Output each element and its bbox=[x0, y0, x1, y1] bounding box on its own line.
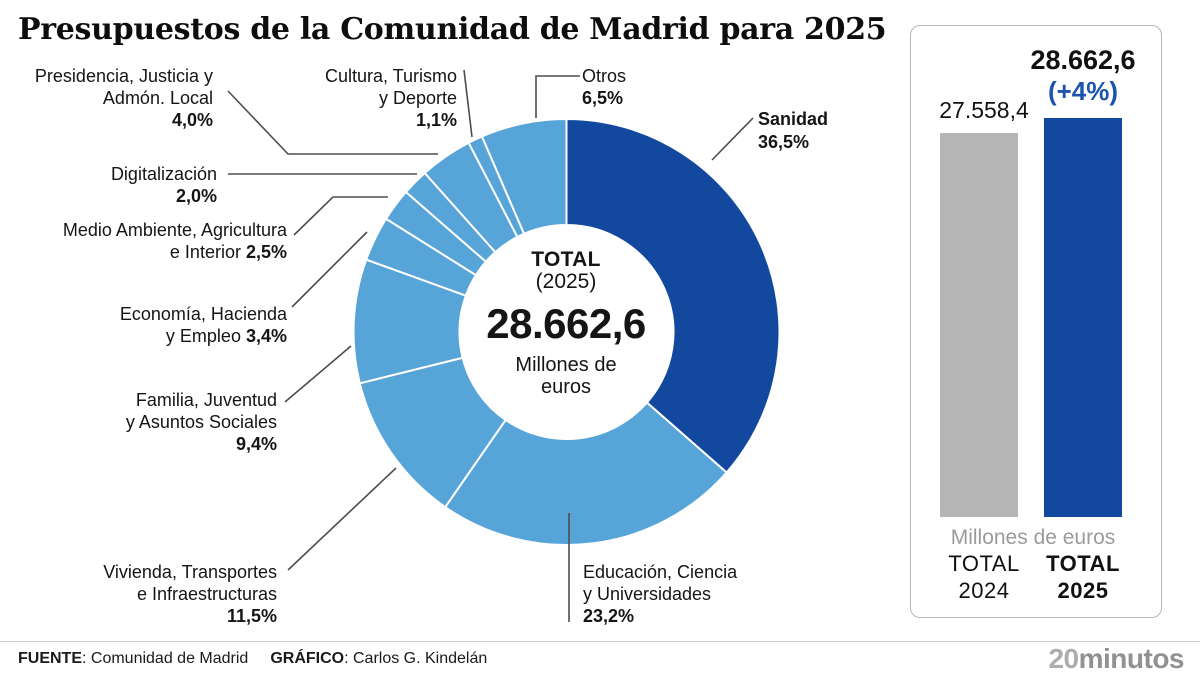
center-year-label: (2025) bbox=[535, 270, 597, 293]
leader-line-cultura bbox=[463, 69, 473, 138]
page-title: Presupuestos de la Comunidad de Madrid p… bbox=[18, 12, 887, 47]
source-label: FUENTE bbox=[18, 650, 82, 667]
pie-label-medioambiente: Medio Ambiente, Agricultura e Interior 2,… bbox=[62, 220, 287, 262]
brand-logo: 20minutos bbox=[1048, 643, 1184, 674]
center-total-label: TOTAL bbox=[531, 248, 601, 271]
pie-label-sanidad: Sanidad 36,5% bbox=[758, 109, 829, 152]
footer-credits: FUENTE: Comunidad de Madrid GRÁFICO: Carl… bbox=[18, 650, 487, 668]
footer-divider bbox=[0, 641, 1200, 642]
center-unit-label: Millones de euros bbox=[515, 354, 617, 398]
source-value: : Comunidad de Madrid bbox=[82, 650, 249, 667]
bar-unit-label: Millones de euros bbox=[950, 526, 1116, 549]
leader-line-otros bbox=[535, 75, 580, 118]
leader-line-economia bbox=[291, 231, 368, 308]
pie-label-otros: Otros 6,5% bbox=[582, 66, 627, 108]
pie-label-digitalizacion: Digitalización 2,0% bbox=[110, 164, 217, 206]
pie-label-vivienda: Vivienda, Transportes e Infraestructuras 1… bbox=[103, 562, 277, 626]
credit-label: GRÁFICO bbox=[270, 650, 345, 667]
pie-label-familia: Familia, Juventud y Asuntos Sociales 9,4% bbox=[125, 390, 277, 454]
bar-value-2024: 27.558,4 bbox=[939, 97, 1029, 123]
pie-slice-sanidad bbox=[565, 117, 781, 474]
pie-label-presidencia: Presidencia, Justicia y Admón. Local 4,0% bbox=[34, 66, 213, 130]
leader-line-vivienda bbox=[287, 467, 397, 571]
bar-delta-label: (+4%) bbox=[1047, 76, 1119, 106]
donut-center-label: TOTAL (2025) 28.662,6 Millones de euros bbox=[406, 248, 726, 398]
leader-line-familia bbox=[284, 345, 352, 403]
bar-category-2025: TOTAL 2025 bbox=[1046, 551, 1120, 603]
pie-label-educacion: Educación, Ciencia y Universidades 23,2% bbox=[583, 562, 738, 626]
center-total-value: 28.662,6 bbox=[486, 300, 646, 347]
leader-line-sanidad bbox=[711, 117, 754, 161]
bar-value-2025: 28.662,6 bbox=[1030, 45, 1136, 75]
pie-label-cultura: Cultura, Turismo y Deporte 1,1% bbox=[324, 66, 457, 130]
pie-slice-otros bbox=[480, 117, 568, 236]
bar-chart-panel: 27.558,4 28.662,6 (+4%) Millones de euro… bbox=[910, 25, 1162, 618]
leader-line-medioambiente bbox=[293, 196, 388, 236]
leader-line-presidencia bbox=[227, 90, 438, 155]
pie-slice-educacion bbox=[443, 401, 729, 546]
credit-value: : Carlos G. Kindelán bbox=[344, 650, 488, 667]
bar-category-2024: TOTAL 2024 bbox=[948, 551, 1020, 603]
bar-total-2025 bbox=[1044, 118, 1122, 517]
bar-total-2024 bbox=[940, 133, 1018, 517]
pie-label-economia: Economía, Hacienda y Empleo 3,4% bbox=[119, 304, 287, 346]
